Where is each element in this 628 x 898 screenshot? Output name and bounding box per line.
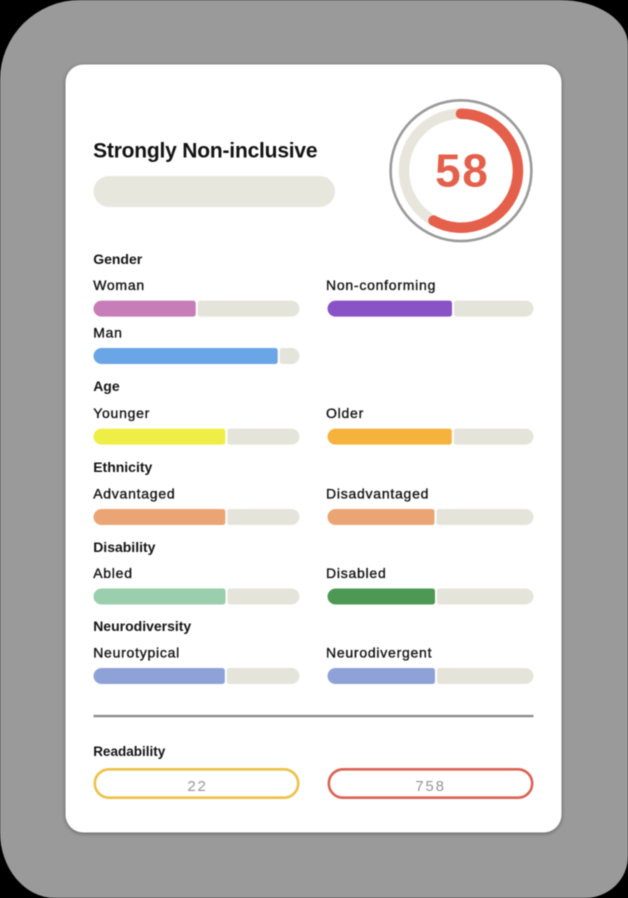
svg-text:Gender: Gender [93, 251, 143, 267]
svg-text:Neurodivergent: Neurodivergent [326, 644, 432, 660]
svg-text:Advantaged: Advantaged [93, 485, 175, 501]
svg-text:Neurotypical: Neurotypical [93, 644, 180, 660]
svg-text:Disadvantaged: Disadvantaged [326, 485, 429, 501]
svg-text:Ethnicity: Ethnicity [93, 459, 152, 475]
svg-text:Disability: Disability [93, 539, 155, 555]
svg-text:Abled: Abled [93, 565, 133, 581]
svg-text:Older: Older [326, 405, 364, 421]
svg-text:Younger: Younger [93, 405, 150, 421]
svg-text:Neurodiversity: Neurodiversity [93, 618, 191, 634]
svg-text:Strongly Non-inclusive: Strongly Non-inclusive [93, 139, 317, 162]
svg-text:Non-conforming: Non-conforming [326, 277, 436, 293]
svg-text:Age: Age [93, 378, 120, 394]
svg-text:Man: Man [93, 324, 122, 340]
svg-text:Readability: Readability [93, 744, 166, 759]
svg-text:Disabled: Disabled [326, 565, 386, 581]
svg-text:58: 58 [435, 145, 489, 197]
svg-text:758: 758 [415, 778, 445, 795]
svg-text:22: 22 [187, 778, 207, 795]
svg-text:Woman: Woman [93, 277, 145, 293]
